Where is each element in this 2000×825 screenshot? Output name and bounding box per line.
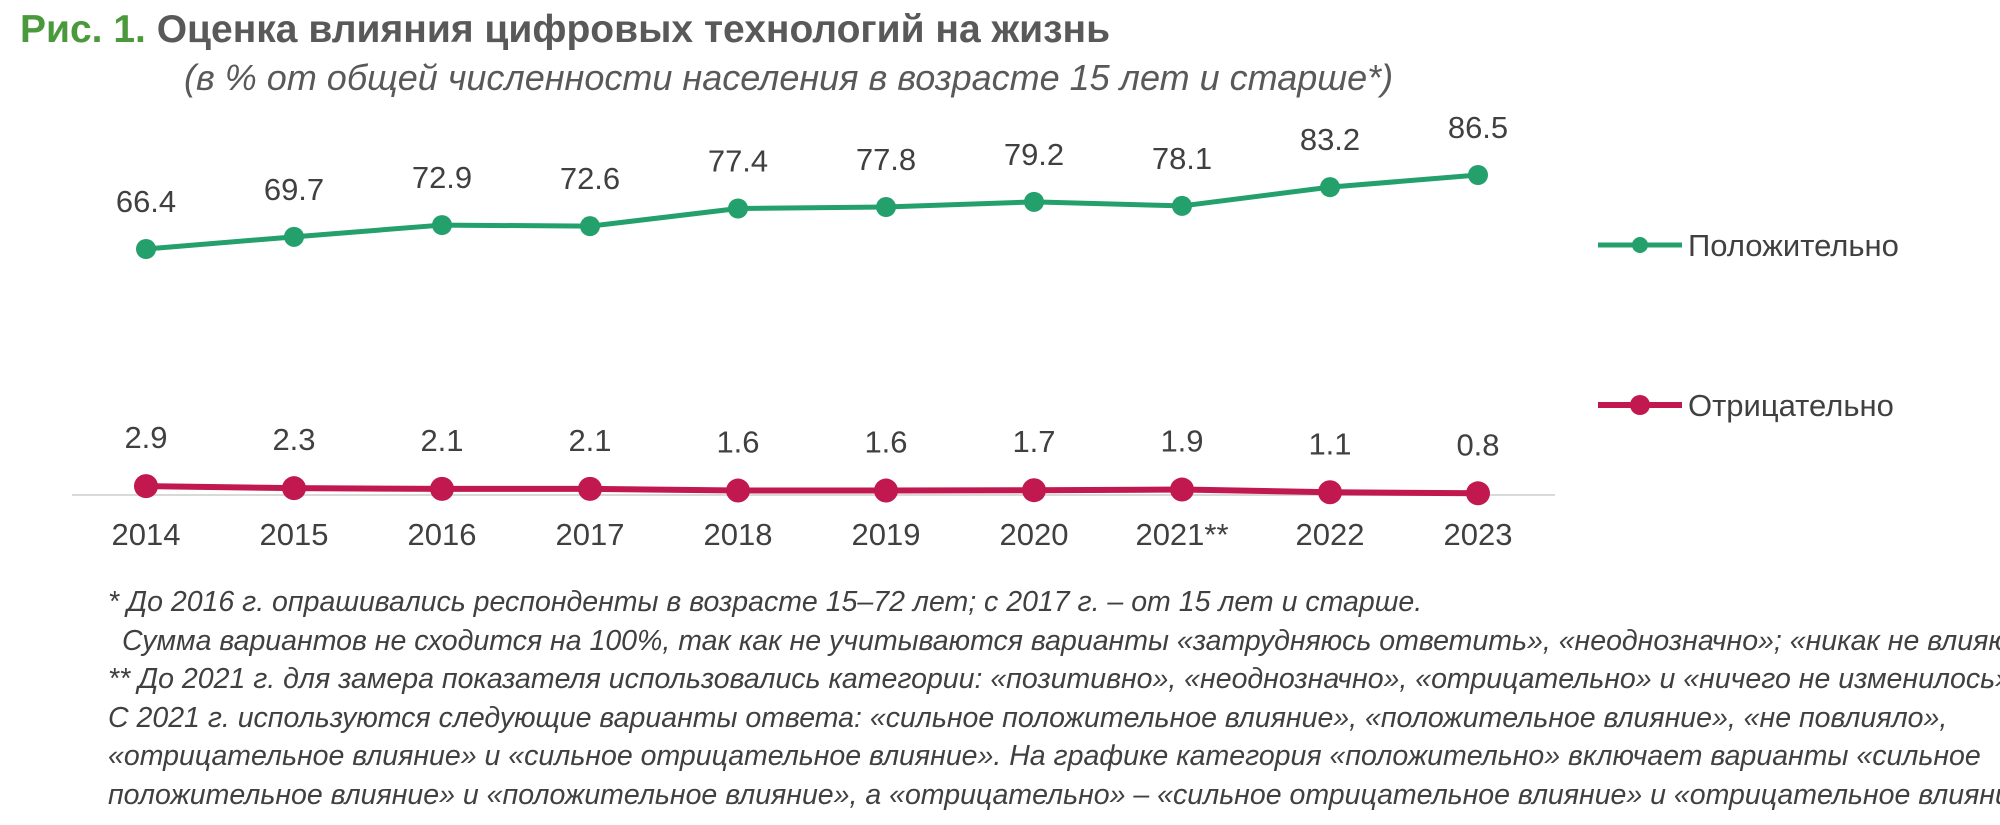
data-label: 86.5 <box>1448 110 1508 145</box>
legend-item: Отрицательно <box>1598 388 1894 423</box>
axis-layer: 2014 2015 2016 2017 2018 2019 2020 2021** 2022 20… <box>72 494 1555 552</box>
x-tick-label: 2018 <box>704 517 773 552</box>
data-point <box>728 198 748 219</box>
data-point <box>136 239 156 259</box>
data-label: 69.7 <box>264 172 324 207</box>
data-point <box>432 215 452 236</box>
data-label: 77.4 <box>708 144 768 179</box>
data-label: 2.9 <box>124 420 167 455</box>
footnote-line: «отрицательное влияние» и «сильное отриц… <box>108 740 1981 772</box>
footnote-line: * До 2016 г. опрашивались респонденты в … <box>108 586 1423 618</box>
data-point <box>1468 165 1488 185</box>
series-layer <box>134 165 1490 506</box>
data-label: 1.1 <box>1308 426 1351 461</box>
data-label: 0.8 <box>1456 427 1499 462</box>
data-point <box>1170 477 1194 502</box>
x-tick-label: 2023 <box>1444 517 1513 552</box>
x-tick-label: 2022 <box>1296 517 1365 552</box>
x-tick-label: 2020 <box>1000 517 1069 552</box>
legend-marker <box>1632 237 1648 253</box>
data-label: 1.7 <box>1012 424 1055 459</box>
data-point <box>1466 481 1490 506</box>
legend: Положительно Отрицательно <box>1598 228 1899 423</box>
title-line: Рис. 1. Оценка влияния цифровых технолог… <box>20 6 1980 54</box>
footnote-line: С 2021 г. используются следующие вариант… <box>108 701 1948 734</box>
data-point <box>1172 195 1192 216</box>
series-line <box>145 483 1479 497</box>
legend-label: Отрицательно <box>1688 388 1894 423</box>
footnote-line: ** До 2021 г. для замера показателя испо… <box>108 663 2000 695</box>
data-point <box>1318 480 1342 505</box>
data-label: 2.3 <box>272 422 315 457</box>
x-tick-label: 2017 <box>556 517 625 552</box>
data-point <box>1024 191 1044 212</box>
data-label: 1.6 <box>864 425 907 460</box>
x-tick-label: 2019 <box>852 517 921 552</box>
data-label: 2.1 <box>568 423 611 458</box>
footnote-line: положительное влияние» и «положительное … <box>108 778 2000 811</box>
line-chart: 2014 2015 2016 2017 2018 2019 2020 2021** 2022 20… <box>72 110 1899 552</box>
data-point <box>282 476 306 501</box>
data-point <box>726 478 750 503</box>
data-label: 79.2 <box>1004 137 1064 172</box>
data-point <box>430 476 454 501</box>
figure-subtitle: (в % от общей численности населения в во… <box>184 57 1394 98</box>
data-point <box>578 476 602 501</box>
data-label: 1.9 <box>1160 424 1203 459</box>
data-label: 2.1 <box>420 423 463 458</box>
legend-item: Положительно <box>1598 228 1899 263</box>
data-label-layer: 66.4 69.7 72.9 72.6 77.4 77.8 79.2 78.1 83.2 86.5… <box>116 110 1508 462</box>
data-label: 78.1 <box>1152 141 1212 176</box>
x-tick-label: 2016 <box>408 517 477 552</box>
series-line <box>145 172 1479 252</box>
data-point <box>874 478 898 503</box>
figure-label: Рис. 1. <box>20 8 146 51</box>
x-tick-label: 2021** <box>1135 517 1228 552</box>
data-label: 72.9 <box>412 160 472 195</box>
data-label: 1.6 <box>716 425 759 460</box>
data-point <box>284 226 304 247</box>
data-label: 72.6 <box>560 161 620 196</box>
data-label: 77.8 <box>856 142 916 177</box>
data-point <box>1022 478 1046 503</box>
data-point <box>134 474 158 499</box>
footnotes: * До 2016 г. опрашивались респонденты в … <box>108 583 2000 814</box>
legend-marker <box>1630 395 1650 415</box>
figure-title: Оценка влияния цифровых технологий на жи… <box>156 8 1111 51</box>
data-label: 66.4 <box>116 184 176 219</box>
title-block: Рис. 1. Оценка влияния цифровых технолог… <box>20 6 1980 54</box>
legend-label: Положительно <box>1688 228 1899 263</box>
data-point <box>1320 177 1340 198</box>
footnote-line: Сумма вариантов не сходится на 100%, так… <box>122 624 2000 657</box>
data-point <box>876 197 896 218</box>
data-point <box>580 216 600 237</box>
x-tick-label: 2015 <box>260 517 329 552</box>
data-label: 83.2 <box>1300 122 1360 157</box>
x-tick-label: 2014 <box>112 517 181 552</box>
